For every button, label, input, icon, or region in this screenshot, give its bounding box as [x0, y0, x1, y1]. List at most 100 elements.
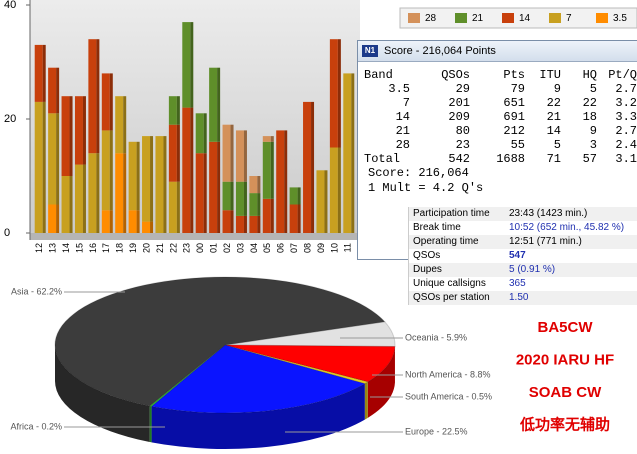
- bar-segment: [209, 67, 218, 142]
- header-cell: HQ: [582, 68, 597, 82]
- stats-row: Dupes 5 (0.91 %): [409, 263, 637, 277]
- score-cell: 80: [455, 124, 470, 138]
- x-tick-label: 02: [222, 243, 232, 253]
- legend-label: 3.5: [613, 13, 627, 24]
- score-row: 7 201 651 22 22 3.2: [364, 96, 637, 110]
- pie: Oceania - 5.9% North America - 8.8% South …: [10, 276, 492, 449]
- caption: BA5CW: [538, 319, 594, 336]
- pie-side: [55, 345, 150, 442]
- bar-side: [243, 215, 247, 233]
- bar-side: [324, 170, 328, 233]
- bar-side: [163, 136, 167, 233]
- score-cell: 79: [510, 82, 525, 96]
- stats-table: Participation time 23:43 (1423 min.) Break…: [408, 207, 637, 305]
- score-line: Score: 216,064: [368, 166, 469, 180]
- score-cell: 55: [510, 138, 525, 152]
- score-table: Band QSOs Pts ITU HQ Pt/Q 3.5 29 79 9 5 2.7 7 201 651 2…: [364, 68, 637, 166]
- bar-segment: [209, 141, 218, 233]
- pie-slice: [224, 321, 396, 347]
- score-cell: 71: [546, 152, 561, 166]
- bar-segment: [329, 147, 338, 233]
- bar-segment: [303, 101, 312, 234]
- bar-side: [69, 96, 73, 176]
- score-cell: 22: [582, 96, 597, 110]
- bar-side: [82, 164, 86, 233]
- bar-segment: [249, 176, 258, 194]
- mult-line: 1 Mult = 4.2 Q's: [368, 181, 484, 195]
- stats-value: 23:43 (1423 min.): [509, 208, 588, 219]
- bar-segment: [222, 124, 231, 182]
- score-cell: 691: [503, 110, 525, 124]
- bar-segment: [235, 130, 244, 182]
- x-tick-label: 07: [289, 243, 299, 253]
- bar-side: [270, 198, 274, 233]
- bar-segment: [128, 210, 137, 233]
- header-cell: Pt/Q: [608, 68, 637, 82]
- bar-segment: [316, 170, 325, 233]
- bar-side: [203, 113, 207, 154]
- pie-slice: [54, 276, 386, 407]
- stats-value: 365: [509, 278, 526, 289]
- legend-label: 28: [425, 13, 437, 24]
- pie-slice: [224, 344, 396, 383]
- bar-segment: [195, 153, 204, 233]
- stats-label: Break time: [413, 222, 461, 233]
- header-cell: Band: [364, 68, 393, 82]
- legend-swatch: [408, 13, 420, 23]
- x-tick-label: 23: [182, 243, 192, 253]
- pie-side: [364, 381, 368, 420]
- bar-side: [176, 181, 180, 233]
- stats-row: Unique callsigns 365: [409, 277, 637, 291]
- score-cell: 3: [589, 138, 597, 152]
- stats-value: 10:52 (652 min., 45.82 %): [509, 222, 625, 233]
- pie-side: [151, 383, 365, 449]
- score-cell: 2.7: [615, 124, 637, 138]
- legend-swatch: [596, 13, 608, 23]
- pie-label: Europe - 22.5%: [405, 426, 468, 436]
- bar-segment: [249, 215, 258, 233]
- score-row: 14 209 691 21 18 3.3: [364, 110, 637, 124]
- y-tick-label: 20: [4, 113, 16, 125]
- bar-side: [109, 130, 113, 211]
- legend-label: 14: [519, 13, 531, 24]
- legend-label: 7: [566, 13, 572, 24]
- bar-side: [56, 67, 60, 114]
- bar-side: [190, 22, 194, 108]
- x-tick-label: 17: [101, 243, 111, 253]
- legend-swatch: [549, 13, 561, 23]
- bar-side: [217, 67, 221, 142]
- bar-segment: [48, 204, 57, 233]
- bar-side: [337, 39, 341, 148]
- bar-segment: [88, 39, 97, 154]
- bar-side: [42, 101, 46, 234]
- score-cell: 57: [582, 152, 597, 166]
- bar-segment: [235, 215, 244, 233]
- x-tick-label: 06: [276, 243, 286, 253]
- bar-segment: [182, 107, 191, 233]
- x-tick-label: 13: [48, 243, 58, 253]
- score-cell: 2.4: [615, 138, 637, 152]
- bar-segment: [74, 96, 83, 165]
- bar-segment: [262, 136, 271, 142]
- bar-side: [56, 113, 60, 205]
- score-cell: 21: [395, 124, 410, 138]
- score-cell: 23: [455, 138, 470, 152]
- score-cell: 14: [395, 110, 410, 124]
- bar-side: [243, 130, 247, 182]
- stats-value: 547: [509, 250, 526, 261]
- pie-slice: [150, 344, 367, 414]
- bar-side: [42, 44, 46, 102]
- x-tick-label: 15: [74, 243, 84, 253]
- bar-segment: [195, 113, 204, 154]
- header-cell: Pts: [503, 68, 525, 82]
- stats-label: Operating time: [413, 236, 479, 247]
- bar-side: [230, 124, 234, 182]
- x-tick-label: 03: [235, 243, 245, 253]
- bar-segment: [115, 153, 124, 233]
- bar-segment: [142, 221, 151, 233]
- stats-label: Dupes: [413, 264, 442, 275]
- bar-segment: [276, 130, 285, 233]
- bar-segment: [101, 210, 110, 233]
- pie-label: Africa - 0.2%: [10, 421, 62, 431]
- bar-side: [243, 181, 247, 216]
